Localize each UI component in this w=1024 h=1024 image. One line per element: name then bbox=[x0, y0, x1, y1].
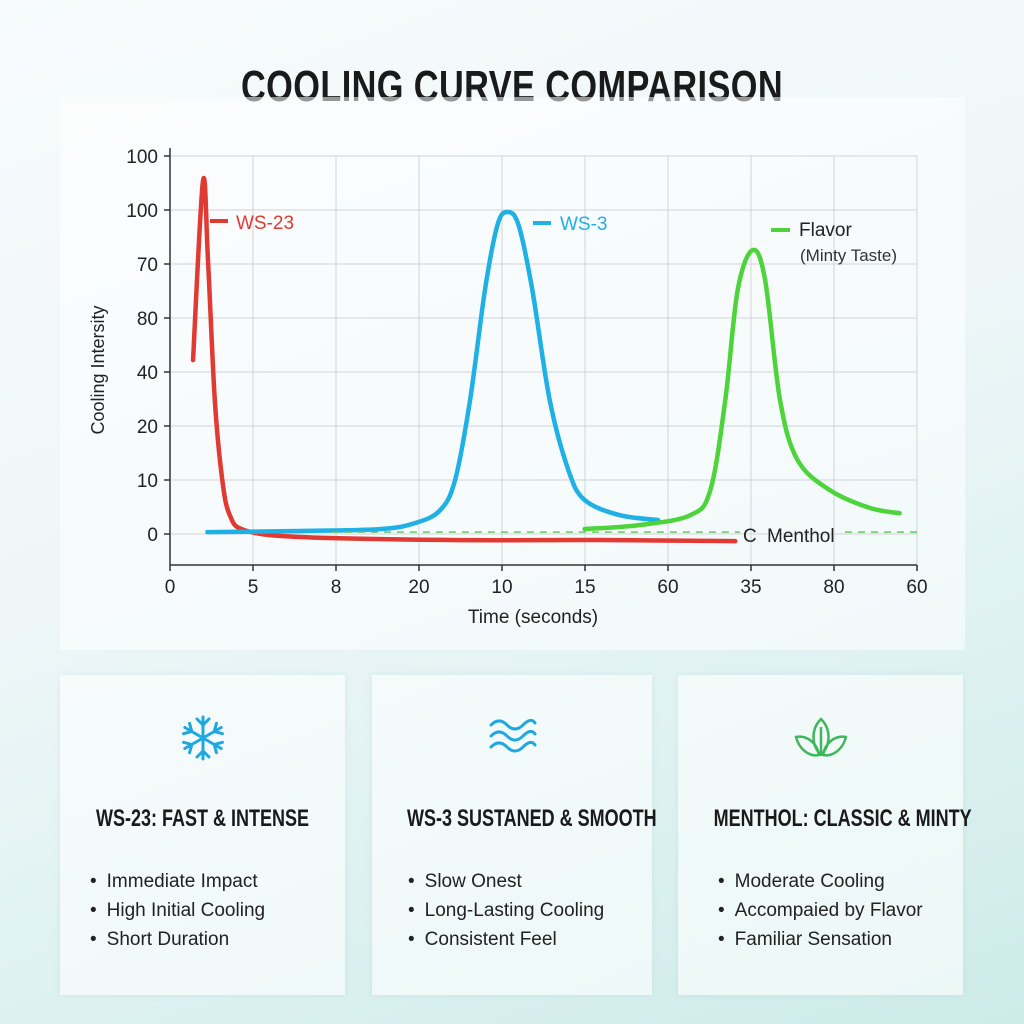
legend-sublabel-flavor: (Minty Taste) bbox=[800, 246, 897, 265]
card-ws3: WS-3 SUSTANED & SMOOTH Slow Onest Long-L… bbox=[372, 675, 657, 995]
snowflake-icon bbox=[60, 715, 345, 761]
series-label-prefix: C bbox=[743, 526, 757, 547]
y-tick-label: 80 bbox=[137, 309, 158, 330]
bullet: Familiar Sensation bbox=[718, 925, 923, 954]
y-tick-label: 100 bbox=[126, 201, 158, 222]
x-tick-label: 15 bbox=[574, 577, 595, 598]
y-tick-label: 20 bbox=[137, 417, 158, 438]
bullet: Short Duration bbox=[90, 925, 265, 954]
x-tick-label: 35 bbox=[740, 577, 761, 598]
y-tick-label: 10 bbox=[137, 471, 158, 492]
card-heading: MENTHOL: CLASSIC & MINTY bbox=[713, 805, 972, 832]
series-line-ws-3 bbox=[205, 209, 661, 535]
legend-label-flavor: Flavor bbox=[799, 220, 852, 241]
card-heading: WS-3 SUSTANED & SMOOTH bbox=[407, 805, 657, 832]
x-tick-label: 60 bbox=[906, 577, 927, 598]
x-tick-label: 80 bbox=[823, 577, 844, 598]
x-tick-label: 20 bbox=[408, 577, 429, 598]
chart-panel bbox=[60, 97, 965, 650]
bullet: Long-Lasting Cooling bbox=[408, 896, 605, 925]
bullet: Accompaied by Flavor bbox=[718, 896, 923, 925]
x-tick-label: 0 bbox=[165, 577, 176, 598]
waves-icon bbox=[372, 715, 652, 755]
x-tick-label: 60 bbox=[657, 577, 678, 598]
y-tick-label: 100 bbox=[126, 147, 158, 168]
leaf-icon bbox=[678, 715, 963, 759]
x-axis-label: Time (seconds) bbox=[468, 607, 598, 628]
bullet: Immediate Impact bbox=[90, 867, 265, 896]
y-tick-label: 40 bbox=[137, 363, 158, 384]
x-tick-label: 5 bbox=[248, 577, 259, 598]
legend-label-ws-23: WS-23 bbox=[236, 213, 294, 234]
card-heading: WS-23: FAST & INTENSE bbox=[95, 805, 310, 832]
y-axis-label: Cooling Intersity bbox=[88, 305, 108, 434]
card-menthol: MENTHOL: CLASSIC & MINTY Moderate Coolin… bbox=[678, 675, 972, 995]
x-tick-label: 10 bbox=[491, 577, 512, 598]
bullet: Consistent Feel bbox=[408, 925, 604, 954]
series-line-ws-23 bbox=[190, 175, 738, 544]
y-tick-label: 0 bbox=[147, 525, 158, 546]
x-tick-label: 8 bbox=[331, 577, 342, 598]
series-line-flavor bbox=[582, 247, 902, 532]
series-label-menthol: Menthol bbox=[767, 526, 835, 547]
card-ws23: WS-23: FAST & INTENSE Immediate Impact H… bbox=[60, 675, 345, 995]
y-tick-label: 70 bbox=[137, 255, 158, 276]
bullet: Moderate Cooling bbox=[718, 867, 923, 896]
bullet: High Initial Cooling bbox=[90, 896, 265, 925]
bullet: Slow Onest bbox=[408, 867, 604, 896]
legend-label-ws-3: WS-3 bbox=[560, 214, 608, 235]
